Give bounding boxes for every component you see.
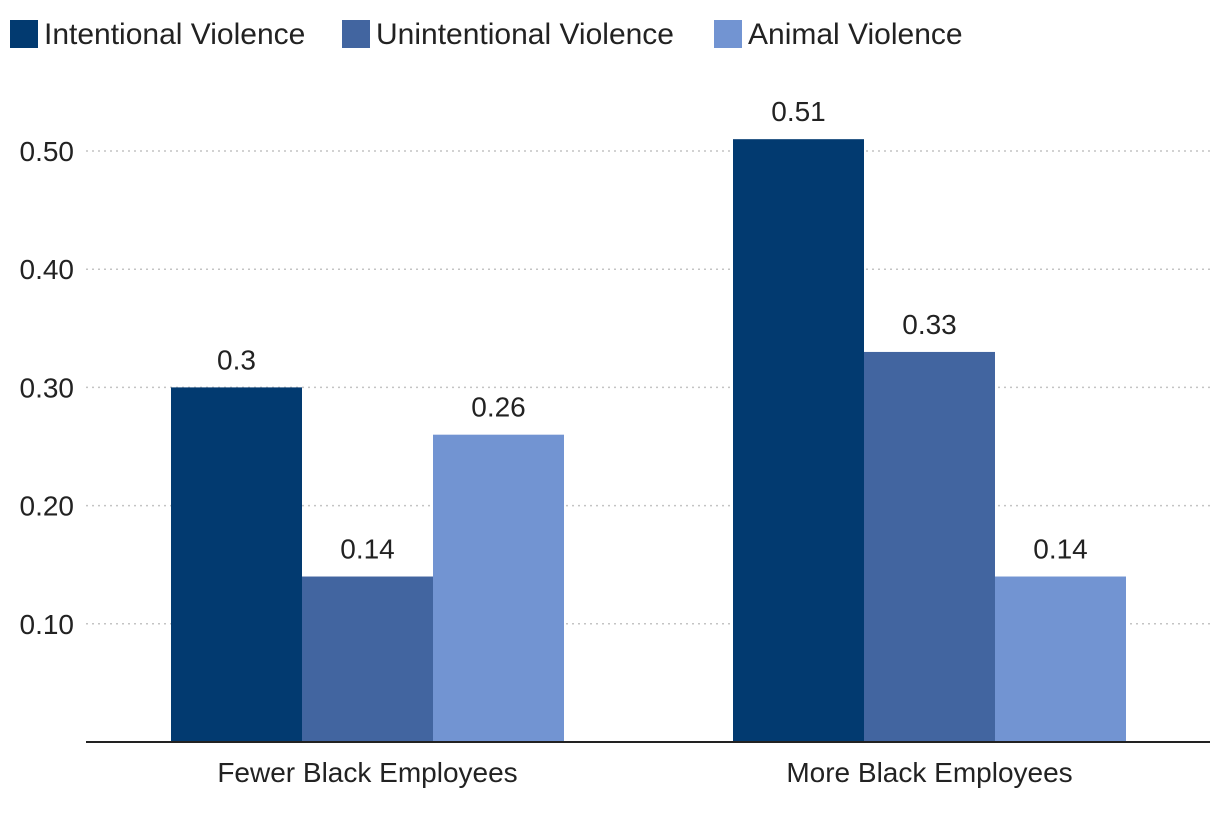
y-tick-label: 0.30 [20, 372, 75, 403]
data-label: 0.3 [217, 344, 256, 375]
bar [433, 434, 564, 742]
data-label: 0.14 [1033, 534, 1088, 565]
x-category-label: More Black Employees [786, 757, 1072, 788]
bars [171, 139, 1126, 742]
legend-label: Unintentional Violence [376, 18, 674, 51]
data-labels: 0.3 0.14 0.26 0.51 0.33 0.14 [217, 96, 1088, 564]
bar [171, 387, 302, 742]
data-label: 0.51 [771, 96, 826, 127]
y-tick-label: 0.20 [20, 491, 75, 522]
data-label: 0.33 [902, 309, 957, 340]
data-label: 0.14 [340, 534, 395, 565]
legend-swatch [342, 20, 370, 48]
legend-swatch [10, 20, 38, 48]
bar [995, 576, 1126, 742]
x-category-label: Fewer Black Employees [217, 757, 517, 788]
data-label: 0.26 [471, 392, 526, 423]
legend-swatch [714, 20, 742, 48]
y-tick-label: 0.50 [20, 136, 75, 167]
x-axis: Fewer Black Employees More Black Employee… [86, 741, 1210, 788]
bar [864, 351, 995, 742]
bar [302, 576, 433, 742]
y-axis: 0.10 0.20 0.30 0.40 0.50 [20, 136, 75, 640]
legend: Intentional Violence Unintentional Violen… [10, 18, 963, 51]
legend-label: Animal Violence [748, 18, 963, 51]
y-tick-label: 0.40 [20, 254, 75, 285]
y-tick-label: 0.10 [20, 609, 75, 640]
bar [733, 139, 864, 742]
legend-label: Intentional Violence [44, 18, 305, 51]
